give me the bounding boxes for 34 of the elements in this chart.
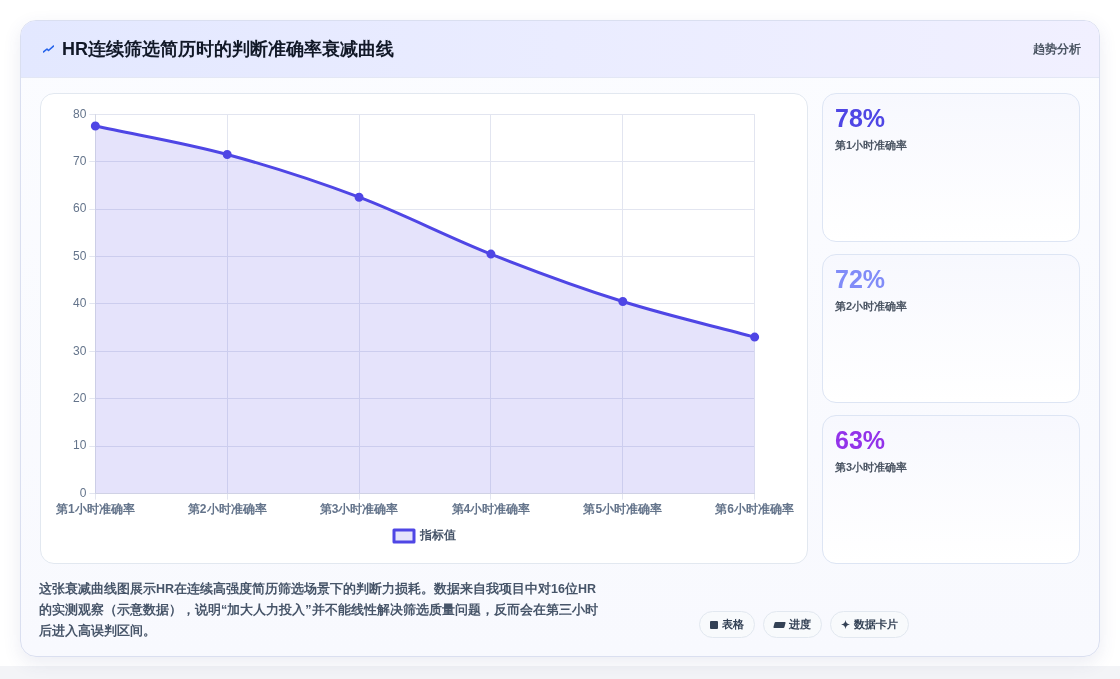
x-tick-label: 第6小时准确率 — [714, 502, 795, 517]
category-label: 第3小时准确率 — [835, 460, 908, 474]
y-tick-label: 10 — [72, 438, 87, 453]
tag-chip: 表格 — [699, 611, 755, 638]
point — [750, 332, 760, 342]
y-tick-label: 50 — [72, 248, 87, 263]
category-label: 第2小时准确率 — [835, 299, 908, 313]
point — [354, 192, 364, 202]
point — [486, 249, 496, 259]
chart-title: HR连续筛选简历时的判断准确率衰减曲线 — [62, 38, 394, 61]
y-tick-label: 20 — [72, 391, 87, 406]
text: 趋势分析 — [1033, 41, 1081, 57]
y-tick-label: 0 — [79, 485, 87, 500]
x-tick-label: 第5小时准确率 — [582, 502, 663, 517]
x-tick-label: 第2小时准确率 — [186, 502, 267, 517]
y-tick-label: 80 — [72, 106, 87, 121]
y-tick-label: 60 — [72, 201, 87, 216]
y-tick-label: 30 — [72, 343, 87, 358]
x-tick-label: 第1小时准确率 — [54, 502, 135, 517]
y-tick-label: 40 — [72, 296, 87, 311]
point — [90, 121, 100, 131]
point — [222, 150, 232, 160]
text: 这张衰减曲线图展示HR在连续高强度简历筛选场景下的判断力损耗。数据来自我项目中对16位HR的实测观察（示意数据），说明“加大人力投入”并不能线性解决筛选质量问题，反而会在第三小时后进入高误判区间。 — [39, 580, 599, 640]
y-tick-label: 70 — [72, 153, 87, 168]
text: 63% — [835, 426, 886, 454]
tag-chip: 进度 — [763, 611, 822, 638]
tag-chip: 数据卡片 — [830, 611, 909, 638]
point — [618, 297, 628, 307]
text: 72% — [835, 265, 886, 293]
legend-label: 指标值 — [419, 528, 456, 543]
text: 78% — [835, 104, 886, 132]
x-tick-label: 第4小时准确率 — [450, 502, 531, 517]
category-label: 第1小时准确率 — [835, 138, 908, 152]
x-tick-label: 第3小时准确率 — [318, 502, 399, 517]
